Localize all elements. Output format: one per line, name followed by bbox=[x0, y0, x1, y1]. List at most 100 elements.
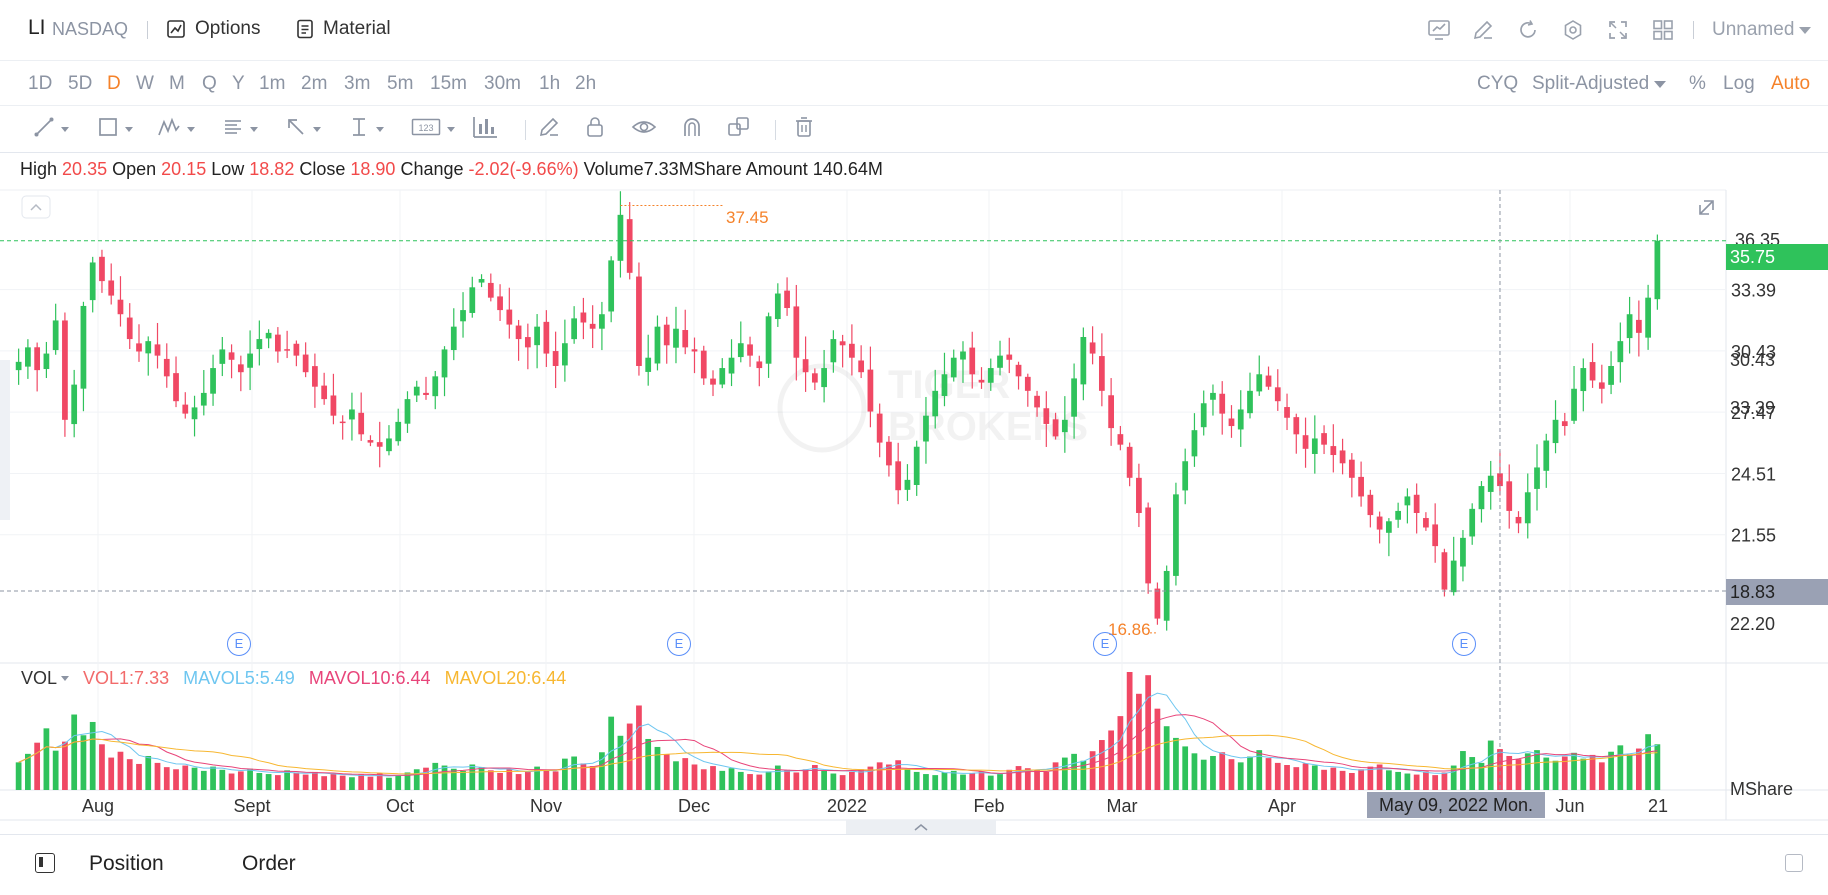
caret-down-icon bbox=[125, 126, 133, 132]
options-button[interactable]: Options bbox=[166, 18, 260, 40]
volume-bar bbox=[1423, 771, 1429, 790]
candle-body bbox=[987, 368, 994, 383]
candle-body bbox=[1460, 537, 1466, 567]
indicator-tool[interactable] bbox=[472, 114, 498, 144]
earnings-marker[interactable]: E bbox=[227, 632, 251, 656]
candle-body bbox=[200, 392, 207, 406]
tf-1d[interactable]: 1D bbox=[28, 73, 53, 94]
volume-legend: VOL VOL1:7.33 MAVOL5:5.49 MAVOL10:6.44 M… bbox=[21, 668, 566, 689]
cyq-button[interactable]: CYQ bbox=[1477, 73, 1519, 94]
svg-text:123: 123 bbox=[418, 123, 433, 133]
volume-bar bbox=[1348, 772, 1355, 790]
volume-bar bbox=[210, 766, 216, 790]
tf-2h[interactable]: 2h bbox=[575, 73, 597, 94]
candle-body bbox=[163, 358, 170, 377]
material-button[interactable]: Material bbox=[296, 18, 391, 40]
amount-label: Amount bbox=[745, 159, 808, 179]
volume-bar bbox=[876, 762, 883, 790]
candle-body bbox=[321, 385, 328, 400]
divider bbox=[1693, 21, 1694, 39]
panel-toggle-icon[interactable] bbox=[35, 853, 55, 873]
window-icon[interactable] bbox=[1785, 854, 1803, 872]
log-button[interactable]: Log bbox=[1723, 73, 1755, 94]
fullscreen-icon[interactable] bbox=[1607, 19, 1629, 41]
volume-bar bbox=[108, 757, 115, 790]
caret-down-icon bbox=[447, 126, 455, 132]
close-value: 18.90 bbox=[350, 159, 396, 179]
clone-tool[interactable] bbox=[727, 114, 751, 144]
magnet-tool[interactable] bbox=[681, 114, 703, 144]
candle-body bbox=[1117, 434, 1124, 445]
tf-5d[interactable]: 5D bbox=[68, 73, 93, 94]
adjust-dropdown[interactable]: Split-Adjusted bbox=[1532, 73, 1667, 95]
earnings-marker[interactable]: E bbox=[1093, 632, 1117, 656]
volume-bar bbox=[1182, 746, 1189, 790]
grid: 33.39 30.43 27.47 24.51 21.55 Aug Sept Oct Nov De… bbox=[0, 189, 1828, 821]
tab-position[interactable]: Position bbox=[89, 852, 164, 875]
candle-body bbox=[534, 326, 540, 346]
candle-body bbox=[1358, 476, 1364, 497]
candle-body bbox=[1043, 408, 1050, 424]
volume-indicator-dropdown[interactable]: VOL bbox=[21, 668, 70, 689]
tf-m[interactable]: M bbox=[169, 73, 185, 94]
refresh-icon[interactable] bbox=[1517, 19, 1539, 41]
fibonacci-icon bbox=[222, 116, 244, 143]
volume-bar bbox=[200, 770, 207, 790]
volume-name: VOL bbox=[21, 668, 58, 688]
measure-tool[interactable] bbox=[348, 114, 384, 144]
candle-body bbox=[1339, 450, 1346, 464]
settings-icon[interactable] bbox=[1562, 19, 1584, 41]
candle-body bbox=[811, 373, 818, 383]
candle-body bbox=[1432, 524, 1439, 547]
tf-30m[interactable]: 30m bbox=[484, 73, 521, 94]
change-label: Change bbox=[400, 159, 464, 179]
caret-down-icon bbox=[61, 676, 70, 681]
tf-1m[interactable]: 1m bbox=[259, 73, 286, 94]
tf-q[interactable]: Q bbox=[202, 73, 217, 94]
percent-button[interactable]: % bbox=[1689, 73, 1706, 94]
candle-body bbox=[460, 310, 466, 322]
candle-body bbox=[737, 343, 744, 358]
brush-tool[interactable] bbox=[538, 114, 560, 144]
candle-body bbox=[1136, 477, 1142, 513]
copy-icon bbox=[727, 116, 751, 143]
symbol-name[interactable]: LI bbox=[28, 16, 46, 39]
volume-bar bbox=[99, 744, 105, 790]
tab-order[interactable]: Order bbox=[242, 852, 296, 875]
layout-icon[interactable] bbox=[1652, 19, 1674, 41]
earnings-marker[interactable]: E bbox=[1452, 632, 1476, 656]
tf-3m[interactable]: 3m bbox=[344, 73, 371, 94]
arrow-tool[interactable] bbox=[285, 114, 321, 144]
candle-body bbox=[358, 412, 365, 435]
delete-tool[interactable] bbox=[793, 114, 815, 144]
candle-body bbox=[293, 343, 300, 356]
layout-name-dropdown[interactable]: Unnamed bbox=[1712, 19, 1812, 41]
lock-tool[interactable] bbox=[585, 114, 605, 144]
fib-tool[interactable] bbox=[222, 114, 258, 144]
tf-w[interactable]: W bbox=[136, 73, 154, 94]
volume-bar bbox=[1460, 751, 1466, 790]
chart-icon[interactable] bbox=[1427, 19, 1451, 41]
tf-y[interactable]: Y bbox=[232, 73, 245, 94]
tf-15m[interactable]: 15m bbox=[430, 73, 467, 94]
volume-unit: MShare bbox=[1730, 779, 1794, 799]
candle-body bbox=[1487, 475, 1494, 492]
earnings-marker[interactable]: E bbox=[667, 632, 691, 656]
auto-button[interactable]: Auto bbox=[1771, 73, 1811, 94]
tf-d[interactable]: D bbox=[107, 73, 121, 94]
shape-tool[interactable] bbox=[97, 114, 133, 144]
candle-body bbox=[265, 332, 272, 339]
label-tool[interactable]: 123 bbox=[411, 114, 455, 144]
tf-2m[interactable]: 2m bbox=[301, 73, 328, 94]
options-label: Options bbox=[195, 18, 261, 39]
visibility-tool[interactable] bbox=[631, 114, 657, 144]
candle-body bbox=[1524, 492, 1531, 524]
trendline-tool[interactable] bbox=[33, 114, 69, 144]
volume-bar bbox=[960, 774, 966, 790]
tf-5m[interactable]: 5m bbox=[387, 73, 414, 94]
tf-1h[interactable]: 1h bbox=[539, 73, 561, 94]
pattern-tool[interactable] bbox=[157, 114, 195, 144]
volume-bar bbox=[376, 773, 383, 790]
draw-icon[interactable] bbox=[1472, 19, 1494, 41]
